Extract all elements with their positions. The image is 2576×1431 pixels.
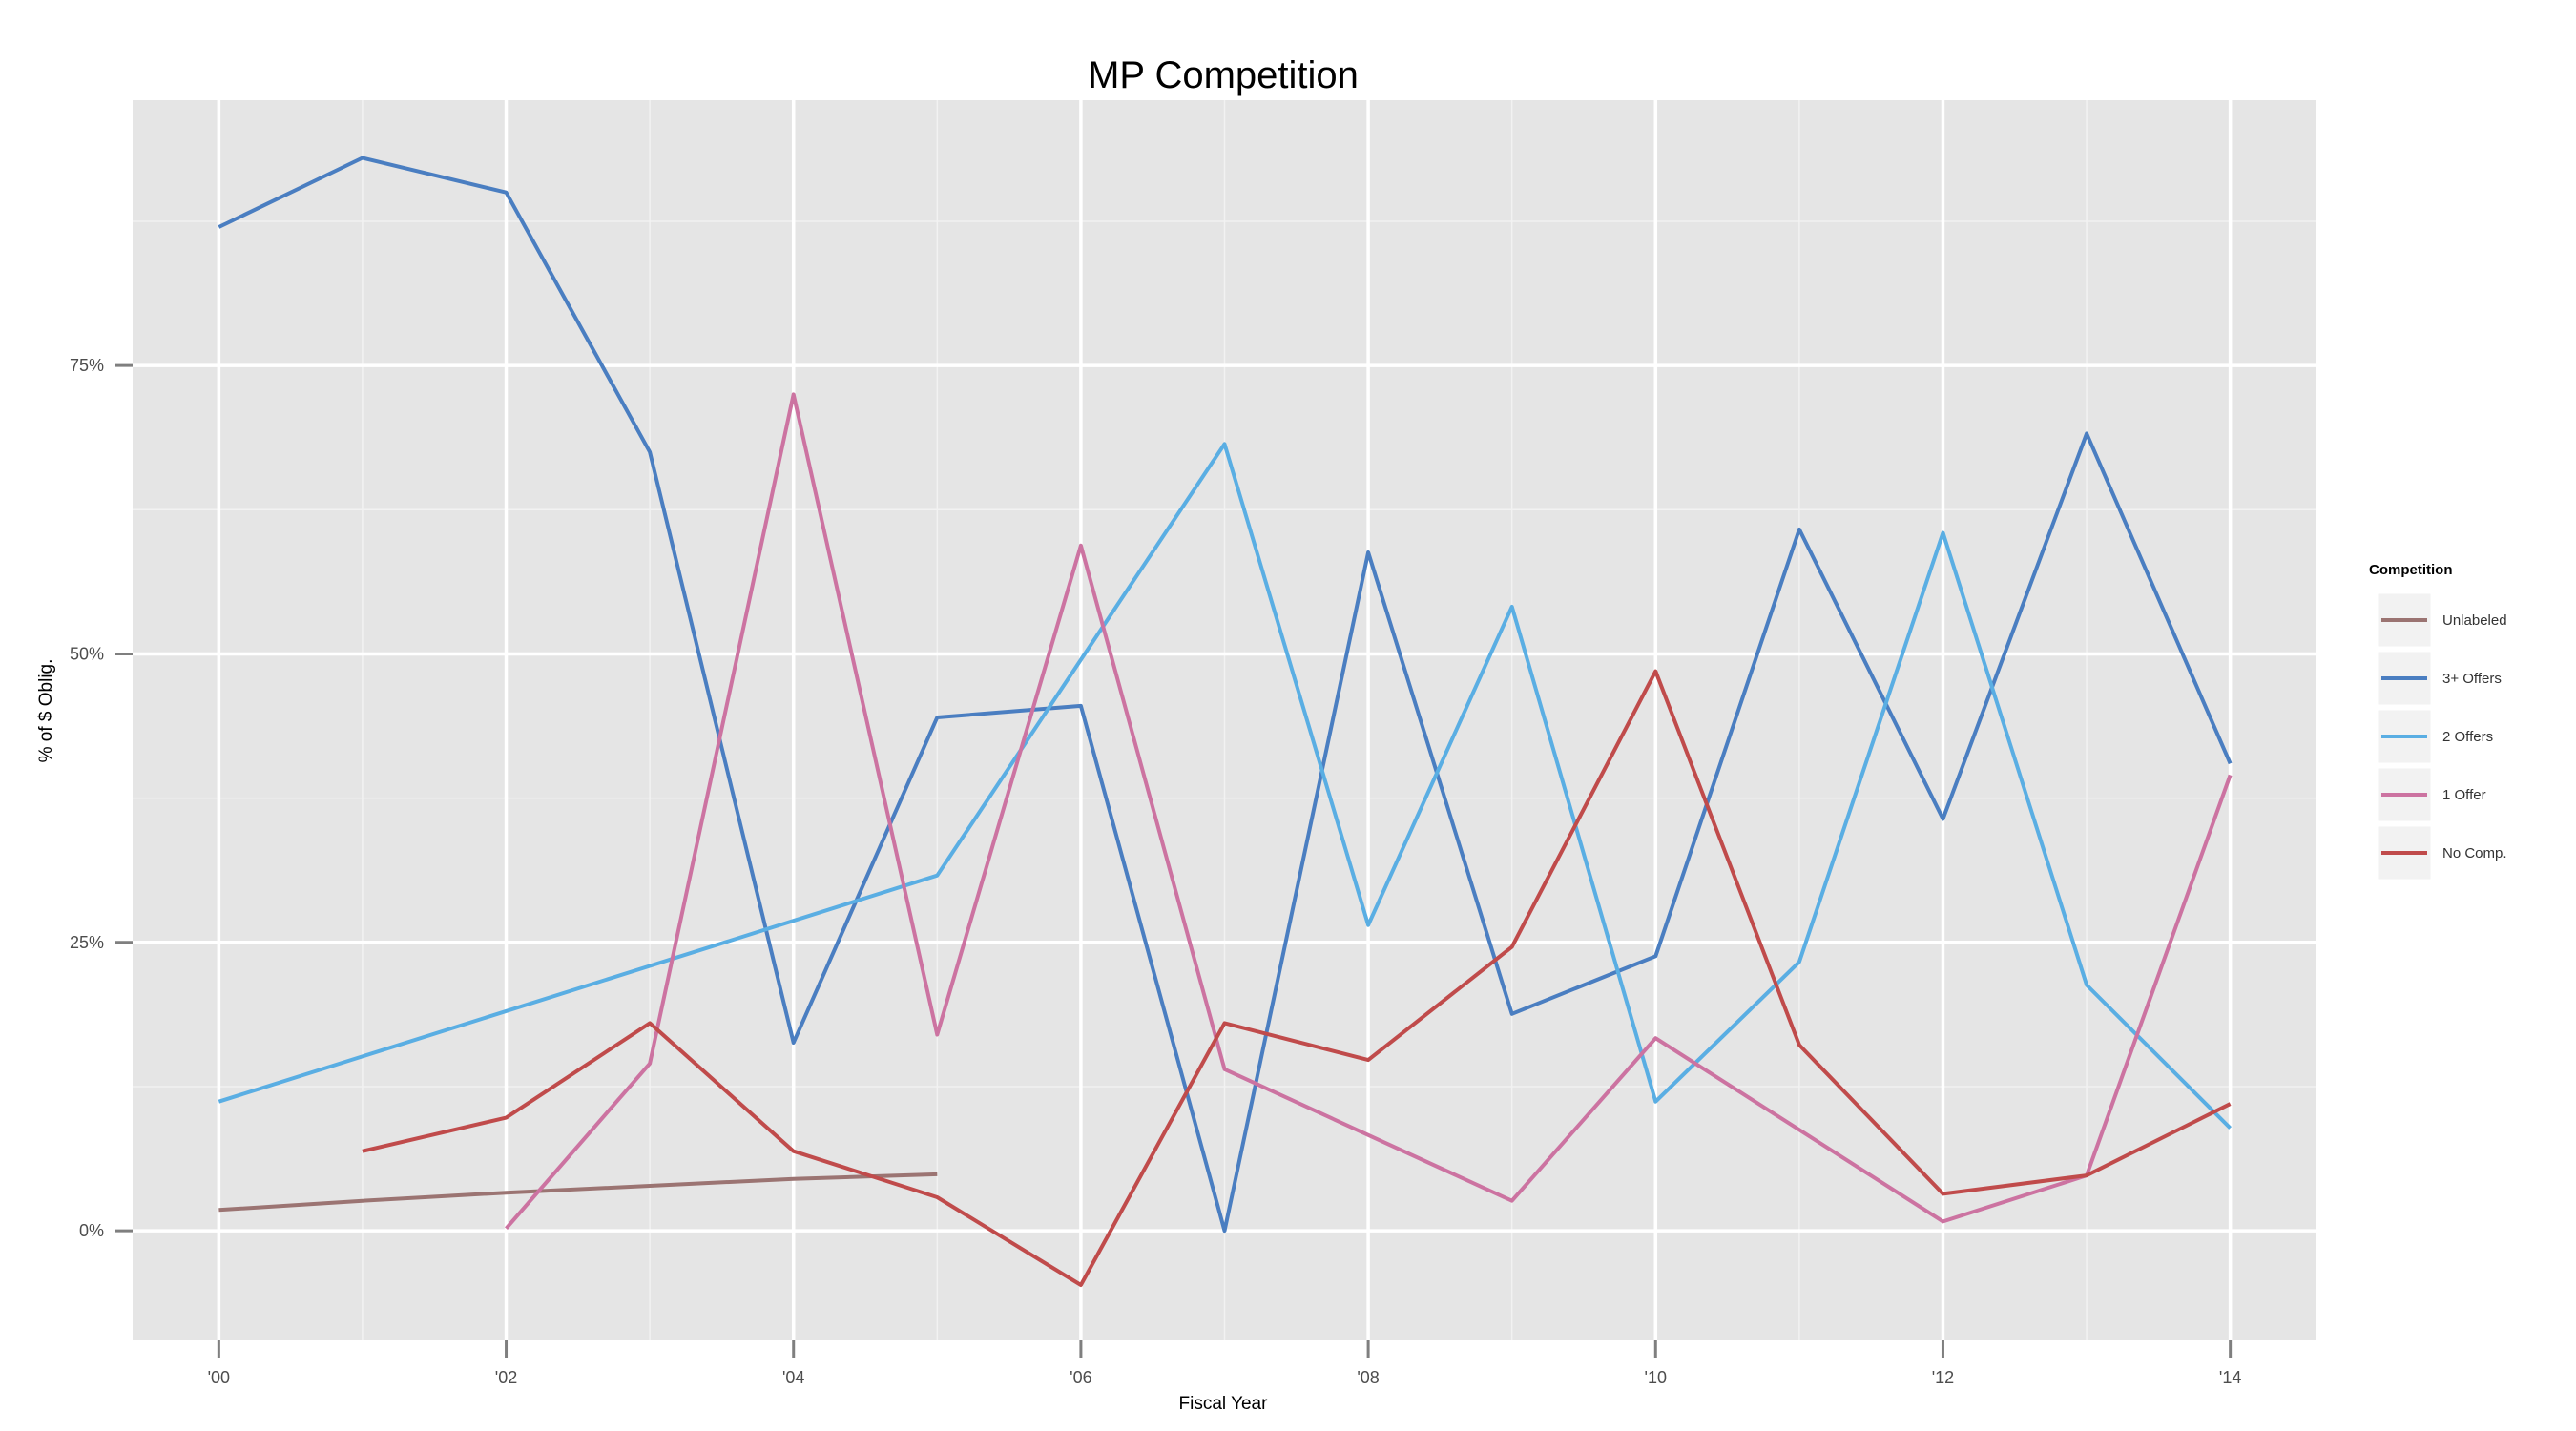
legend-label: 2 Offers xyxy=(2442,729,2493,745)
legend: Competition Unlabeled 3+ Offers 2 Offers 1 … xyxy=(2369,562,2507,881)
y-axis-title: % of $ Oblig. xyxy=(36,659,56,763)
y-tick-label: 50% xyxy=(70,644,104,663)
x-tick-label: '10 xyxy=(1645,1368,1667,1387)
series-lines xyxy=(218,156,2233,1287)
x-tick-label: '00 xyxy=(208,1368,230,1387)
legend-label: Unlabeled xyxy=(2442,612,2507,629)
legend-title: Competition xyxy=(2369,562,2453,578)
y-axis: 0% 25% 50% 75% xyxy=(70,356,133,1240)
x-axis: '00 '02 '04 '06 '08 '10 '12 '14 xyxy=(208,1340,2241,1387)
x-tick-label: '12 xyxy=(1932,1368,1954,1387)
y-tick-label: 0% xyxy=(79,1221,104,1240)
x-tick-label: '04 xyxy=(782,1368,804,1387)
legend-label: 3+ Offers xyxy=(2442,671,2502,687)
x-tick-label: '14 xyxy=(2219,1368,2241,1387)
y-tick-label: 25% xyxy=(70,933,104,952)
x-axis-title: Fiscal Year xyxy=(1179,1394,1269,1414)
series-line-no-comp xyxy=(362,669,2232,1287)
legend-label: No Comp. xyxy=(2442,845,2507,861)
x-tick-label: '08 xyxy=(1357,1368,1379,1387)
legend-label: 1 Offer xyxy=(2442,787,2486,803)
series-line-1-offer xyxy=(504,392,2233,1231)
y-tick-label: 75% xyxy=(70,356,104,375)
series-line-2-offers xyxy=(218,442,2233,1130)
x-tick-label: '06 xyxy=(1070,1368,1091,1387)
chart-title: MP Competition xyxy=(1088,54,1359,96)
series-line-unlabeled xyxy=(218,1172,938,1213)
series-line-3-offers xyxy=(218,156,2233,1234)
x-tick-label: '02 xyxy=(495,1368,517,1387)
